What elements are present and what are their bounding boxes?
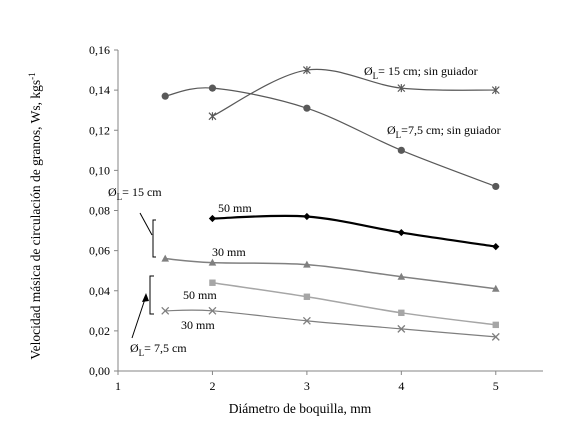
y-axis-title-main: Velocidad másica de circulación de grano… bbox=[28, 80, 43, 360]
pointer-15 bbox=[139, 212, 153, 236]
data-point bbox=[209, 279, 216, 286]
series-line bbox=[165, 309, 496, 338]
label-s15-sin: ØL= 15 cm; sin guiador bbox=[364, 64, 478, 81]
y-tick-label: 0,06 bbox=[89, 244, 110, 258]
bracket-75 bbox=[149, 275, 154, 315]
data-point bbox=[492, 243, 500, 251]
data-point bbox=[492, 182, 500, 191]
phi-symbol: Ø bbox=[387, 123, 396, 137]
label-s15-50: 50 mm bbox=[218, 201, 252, 215]
data-point bbox=[398, 309, 405, 317]
phi-symbol: Ø bbox=[364, 64, 373, 78]
y-tick-label: 0,04 bbox=[89, 284, 110, 298]
data-point bbox=[208, 112, 217, 121]
data-point bbox=[303, 293, 311, 300]
phi-subscript: L bbox=[117, 192, 123, 202]
series-s15_30 bbox=[161, 254, 500, 292]
label-group-75: ØL= 7,5 cm bbox=[130, 341, 187, 358]
series-s75_sin bbox=[161, 84, 500, 191]
series-line bbox=[165, 87, 496, 187]
series-line bbox=[212, 281, 496, 326]
data-point bbox=[161, 92, 169, 100]
x-tick-label: 1 bbox=[115, 379, 121, 393]
data-point bbox=[208, 214, 217, 223]
y-tick-label: 0,08 bbox=[89, 204, 110, 218]
phi-symbol: Ø bbox=[108, 185, 117, 199]
y-tick-label: 0,16 bbox=[89, 43, 110, 57]
series-s75_30 bbox=[161, 306, 500, 341]
data-point bbox=[397, 228, 405, 237]
pointer-75-arrowhead bbox=[142, 293, 149, 302]
x-axis-title: Diámetro de boquilla, mm bbox=[229, 401, 372, 416]
y-axis-title: Velocidad másica de circulación de grano… bbox=[27, 72, 43, 359]
y-axis-title-sup: -1 bbox=[27, 72, 37, 80]
data-point bbox=[397, 84, 406, 93]
label-s75-50: 50 mm bbox=[183, 288, 217, 302]
label-s15-30: 30 mm bbox=[212, 245, 246, 259]
label-group-15: ØL= 15 cm bbox=[108, 185, 162, 202]
data-point bbox=[491, 86, 500, 95]
series-line bbox=[212, 68, 496, 117]
phi-value: =7,5 cm; sin guiador bbox=[401, 123, 500, 137]
data-point bbox=[302, 66, 311, 75]
phi-value: = 15 cm; sin guiador bbox=[378, 64, 477, 78]
series-group bbox=[161, 66, 500, 341]
data-point bbox=[161, 306, 170, 315]
y-tick-label: 0,02 bbox=[89, 324, 110, 338]
x-tick-label: 5 bbox=[493, 379, 499, 393]
label-s75-30: 30 mm bbox=[181, 318, 215, 332]
data-point bbox=[491, 284, 500, 292]
data-point bbox=[161, 254, 170, 262]
y-tick-label: 0,12 bbox=[89, 123, 110, 137]
phi-subscript: L bbox=[139, 348, 145, 358]
bracket-15 bbox=[152, 219, 156, 258]
series-line bbox=[212, 214, 496, 248]
series-s15_sin bbox=[208, 66, 500, 121]
data-point bbox=[302, 316, 311, 325]
data-point bbox=[492, 321, 499, 329]
phi-symbol: Ø bbox=[130, 341, 139, 355]
data-point bbox=[303, 104, 311, 112]
data-point bbox=[491, 332, 500, 341]
data-point bbox=[208, 84, 217, 92]
series-s15_50 bbox=[208, 212, 500, 251]
data-point bbox=[397, 324, 406, 333]
phi-subscript: L bbox=[396, 130, 402, 140]
x-tick-label: 2 bbox=[209, 379, 215, 393]
y-tick-label: 0,10 bbox=[89, 163, 110, 177]
label-s75-sin: ØL=7,5 cm; sin guiador bbox=[387, 123, 501, 140]
phi-value: = 15 cm bbox=[122, 185, 162, 199]
data-point bbox=[208, 306, 217, 315]
data-point bbox=[303, 212, 311, 221]
series-s75_50 bbox=[209, 279, 499, 329]
pointer-75 bbox=[131, 295, 147, 339]
data-point bbox=[397, 146, 405, 154]
data-point bbox=[397, 272, 406, 280]
x-tick-label: 3 bbox=[304, 379, 310, 393]
x-tick-label: 4 bbox=[398, 379, 404, 393]
y-tick-label: 0,00 bbox=[89, 364, 110, 378]
phi-subscript: L bbox=[373, 71, 379, 81]
data-point bbox=[303, 260, 311, 268]
y-tick-label: 0,14 bbox=[89, 83, 110, 97]
phi-value: = 7,5 cm bbox=[144, 341, 187, 355]
data-point bbox=[208, 258, 217, 266]
axes: 1 2 3 4 5 0,00 0,02 0,04 0,06 0,08 0,10 0,12 0,14 0,1… bbox=[89, 43, 543, 393]
